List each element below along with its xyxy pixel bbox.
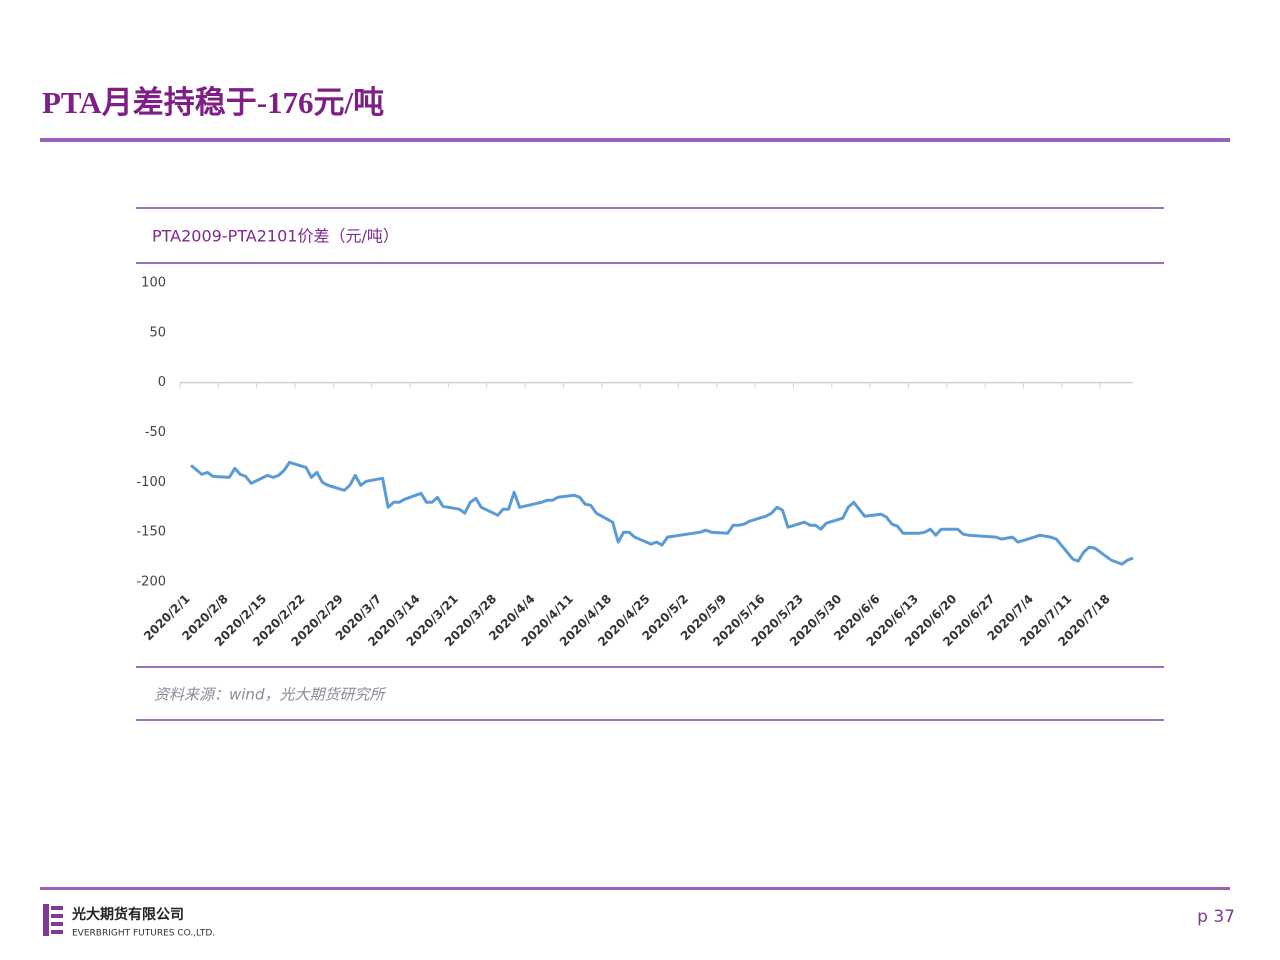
logo bbox=[43, 904, 63, 936]
page-number: p 37 bbox=[1197, 907, 1235, 927]
y-tick-label: -50 bbox=[145, 425, 166, 440]
y-tick-label: -100 bbox=[136, 475, 166, 490]
source-note: 资料来源：wind，光大期货研究所 bbox=[154, 686, 386, 704]
data-line bbox=[190, 460, 1134, 566]
y-tick-label: 0 bbox=[158, 375, 166, 390]
y-tick-label: -150 bbox=[136, 525, 166, 540]
slide-title: PTA月差持稳于-176元/吨 bbox=[42, 85, 384, 120]
chart-title: PTA2009-PTA2101价差（元/吨） bbox=[152, 227, 399, 246]
title-rule bbox=[40, 138, 1230, 142]
company-name: 光大期货有限公司 bbox=[71, 906, 184, 923]
company-name-en: EVERBRIGHT FUTURES CO.,LTD. bbox=[72, 929, 215, 939]
y-tick-label: -200 bbox=[136, 575, 166, 590]
y-tick-label: 50 bbox=[149, 325, 166, 340]
footer-rule bbox=[40, 887, 1230, 890]
y-tick-label: 100 bbox=[141, 276, 166, 291]
